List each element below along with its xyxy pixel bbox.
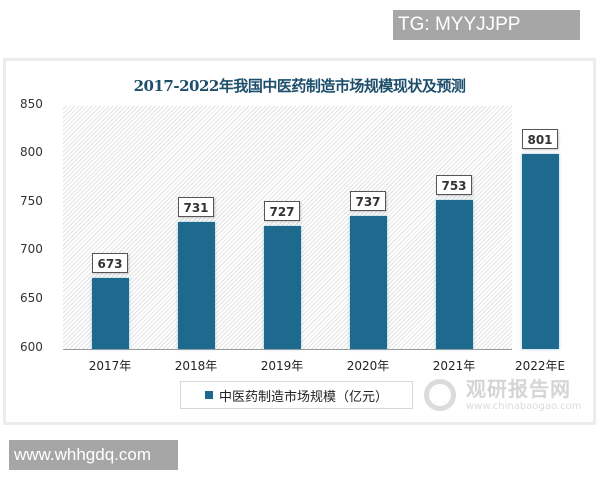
legend: 中医药制造市场规模（亿元）: [180, 381, 413, 409]
y-tick-600: 600: [20, 340, 43, 354]
value-label: 737: [350, 190, 386, 211]
y-tick-700: 700: [20, 242, 43, 256]
x-tick-label: 2018年: [174, 359, 218, 373]
bar-5: [521, 153, 559, 349]
watermark-subtext: www.chinabaogao.com: [466, 401, 582, 412]
bar-3: [349, 215, 387, 349]
source-watermark: 观研报告网 www.chinabaogao.com: [424, 373, 594, 421]
tg-watermark-box: TG: MYYJJPP: [393, 10, 580, 40]
x-tick-label: 2022年E: [514, 359, 566, 373]
chart-title: 2017-2022年我国中医药制造市场规模现状及预测: [133, 77, 466, 95]
value-label: 727: [264, 200, 300, 221]
site-watermark-box: www.whhgdq.com: [9, 440, 178, 470]
y-tick-650: 650: [20, 291, 43, 305]
value-label: 673: [92, 253, 128, 274]
x-tick-label: 2019年: [260, 359, 304, 373]
x-axis-line: [63, 349, 512, 350]
x-tick-label: 2021年: [432, 359, 476, 373]
y-tick-800: 800: [20, 145, 43, 159]
bar-2: [263, 225, 301, 349]
bar-1: [177, 221, 215, 349]
y-tick-850: 850: [20, 97, 43, 111]
y-tick-750: 750: [20, 194, 43, 208]
bar-0: [91, 278, 129, 349]
chart-card: 2017-2022年我国中医药制造市场规模现状及预测 850 800 750 7…: [3, 58, 596, 425]
legend-label: 中医药制造市场规模（亿元）: [218, 389, 388, 405]
legend-swatch: [204, 391, 213, 399]
watermark-logo-icon: [424, 379, 456, 411]
x-tick-label: 2020年: [346, 359, 390, 373]
value-label: 731: [178, 196, 214, 217]
value-label: 801: [522, 128, 558, 149]
value-label: 753: [436, 175, 472, 196]
bar-4: [435, 200, 473, 349]
watermark-text: 观研报告网: [466, 377, 571, 401]
x-tick-label: 2017年: [88, 359, 132, 373]
